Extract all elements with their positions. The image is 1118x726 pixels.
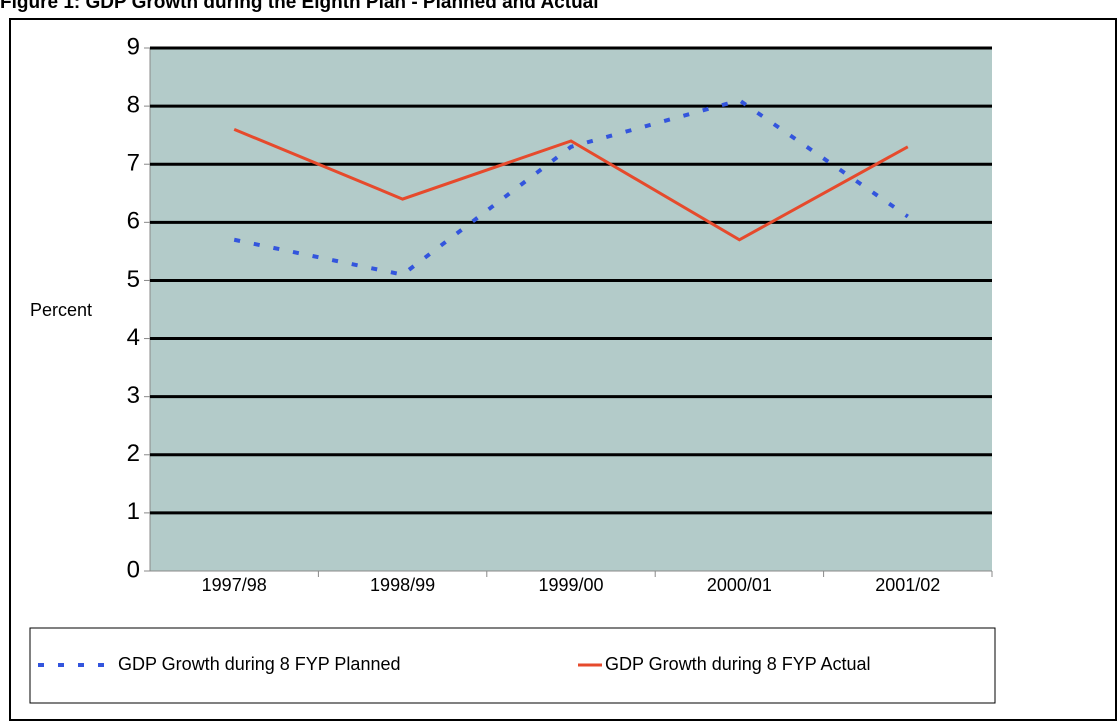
y-tick-label: 5: [127, 266, 140, 293]
x-tick-label: 1998/99: [370, 575, 435, 595]
x-tick-label: 1997/98: [202, 575, 267, 595]
chart-title: Figure 1: GDP Growth during the Eighth P…: [0, 0, 599, 13]
y-tick-label: 8: [127, 91, 140, 118]
x-tick-label: 2001/02: [875, 575, 940, 595]
x-tick-label: 2000/01: [707, 575, 772, 595]
y-tick-label: 0: [127, 556, 140, 583]
y-tick-label: 3: [127, 382, 140, 409]
y-tick-label: 7: [127, 150, 140, 177]
y-tick-label: 4: [127, 324, 140, 351]
series-line: [233, 98, 909, 277]
y-tick-label: 1: [127, 498, 140, 525]
x-tick-label: 1999/00: [538, 575, 603, 595]
legend: [29, 627, 996, 704]
series-line: [233, 127, 909, 242]
y-axis-label: Percent: [30, 300, 92, 320]
legend-label: GDP Growth during 8 FYP Planned: [118, 654, 401, 674]
y-tick-label: 6: [127, 208, 140, 235]
legend-label: GDP Growth during 8 FYP Actual: [605, 654, 870, 674]
y-tick-label: 2: [127, 440, 140, 467]
y-tick-label: 9: [127, 33, 140, 60]
plot-area: [150, 48, 992, 571]
